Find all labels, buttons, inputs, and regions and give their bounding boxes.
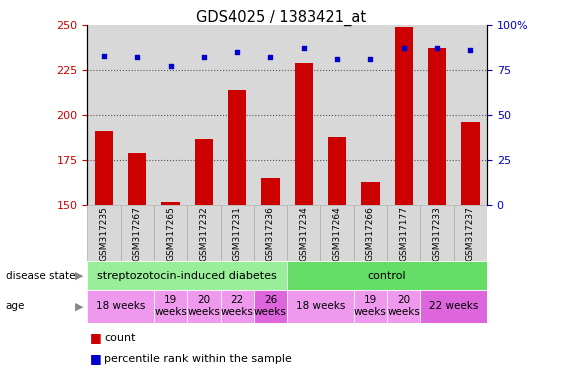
Bar bbox=[254, 205, 287, 261]
Bar bbox=[162, 202, 180, 205]
Bar bbox=[128, 153, 146, 205]
Bar bbox=[421, 290, 487, 323]
Text: ▶: ▶ bbox=[74, 301, 83, 311]
Bar bbox=[454, 25, 487, 205]
Bar bbox=[320, 205, 354, 261]
Point bbox=[399, 45, 408, 51]
Bar bbox=[87, 25, 120, 205]
Bar bbox=[428, 48, 446, 205]
Bar bbox=[287, 205, 320, 261]
Point bbox=[466, 47, 475, 53]
Bar bbox=[187, 25, 221, 205]
Bar bbox=[461, 122, 480, 205]
Bar bbox=[221, 290, 254, 323]
Text: GDS4025 / 1383421_at: GDS4025 / 1383421_at bbox=[196, 10, 367, 26]
Text: GSM317265: GSM317265 bbox=[166, 206, 175, 261]
Bar bbox=[287, 261, 487, 290]
Bar bbox=[187, 290, 221, 323]
Text: GSM317233: GSM317233 bbox=[432, 206, 441, 261]
Text: GSM317236: GSM317236 bbox=[266, 206, 275, 261]
Text: count: count bbox=[104, 333, 136, 343]
Text: age: age bbox=[6, 301, 25, 311]
Bar bbox=[120, 205, 154, 261]
Bar bbox=[454, 205, 487, 261]
Text: 19
weeks: 19 weeks bbox=[354, 295, 387, 317]
Text: disease state: disease state bbox=[6, 270, 75, 281]
Bar bbox=[387, 290, 421, 323]
Bar bbox=[228, 90, 247, 205]
Text: control: control bbox=[368, 270, 406, 281]
Text: 26
weeks: 26 weeks bbox=[254, 295, 287, 317]
Text: ▶: ▶ bbox=[74, 270, 83, 281]
Text: GSM317266: GSM317266 bbox=[366, 206, 375, 261]
Text: 22
weeks: 22 weeks bbox=[221, 295, 253, 317]
Text: 20
weeks: 20 weeks bbox=[187, 295, 220, 317]
Bar bbox=[294, 63, 313, 205]
Bar bbox=[154, 205, 187, 261]
Text: GSM317177: GSM317177 bbox=[399, 206, 408, 261]
Point bbox=[199, 55, 208, 61]
Bar bbox=[187, 205, 221, 261]
Bar bbox=[354, 290, 387, 323]
Bar bbox=[387, 205, 421, 261]
Point bbox=[266, 55, 275, 61]
Text: GSM317235: GSM317235 bbox=[100, 206, 109, 261]
Bar bbox=[195, 139, 213, 205]
Bar bbox=[421, 25, 454, 205]
Text: 18 weeks: 18 weeks bbox=[296, 301, 345, 311]
Text: 18 weeks: 18 weeks bbox=[96, 301, 145, 311]
Bar bbox=[361, 182, 379, 205]
Point bbox=[133, 55, 142, 61]
Text: percentile rank within the sample: percentile rank within the sample bbox=[104, 354, 292, 364]
Point bbox=[233, 49, 242, 55]
Point bbox=[100, 53, 109, 59]
Bar bbox=[87, 290, 154, 323]
Text: GSM317231: GSM317231 bbox=[233, 206, 242, 261]
Text: GSM317234: GSM317234 bbox=[300, 206, 309, 261]
Bar bbox=[421, 205, 454, 261]
Bar bbox=[221, 205, 254, 261]
Text: GSM317264: GSM317264 bbox=[333, 206, 342, 261]
Text: ■: ■ bbox=[90, 353, 102, 366]
Text: streptozotocin-induced diabetes: streptozotocin-induced diabetes bbox=[97, 270, 277, 281]
Text: 20
weeks: 20 weeks bbox=[387, 295, 420, 317]
Bar bbox=[354, 25, 387, 205]
Bar bbox=[287, 25, 320, 205]
Bar bbox=[287, 290, 354, 323]
Bar bbox=[261, 178, 280, 205]
Bar bbox=[254, 25, 287, 205]
Point bbox=[333, 56, 342, 62]
Bar bbox=[395, 27, 413, 205]
Point bbox=[300, 45, 309, 51]
Bar bbox=[87, 205, 120, 261]
Bar bbox=[328, 137, 346, 205]
Bar bbox=[320, 25, 354, 205]
Text: 22 weeks: 22 weeks bbox=[429, 301, 479, 311]
Bar bbox=[354, 205, 387, 261]
Bar bbox=[254, 290, 287, 323]
Bar bbox=[154, 25, 187, 205]
Point bbox=[432, 45, 441, 51]
Text: ■: ■ bbox=[90, 331, 102, 344]
Bar bbox=[87, 261, 287, 290]
Text: 19
weeks: 19 weeks bbox=[154, 295, 187, 317]
Point bbox=[166, 63, 175, 70]
Text: GSM317267: GSM317267 bbox=[133, 206, 142, 261]
Point bbox=[366, 56, 375, 62]
Bar bbox=[95, 131, 113, 205]
Bar bbox=[221, 25, 254, 205]
Bar bbox=[120, 25, 154, 205]
Bar bbox=[387, 25, 421, 205]
Text: GSM317232: GSM317232 bbox=[199, 206, 208, 261]
Text: GSM317237: GSM317237 bbox=[466, 206, 475, 261]
Bar bbox=[154, 290, 187, 323]
